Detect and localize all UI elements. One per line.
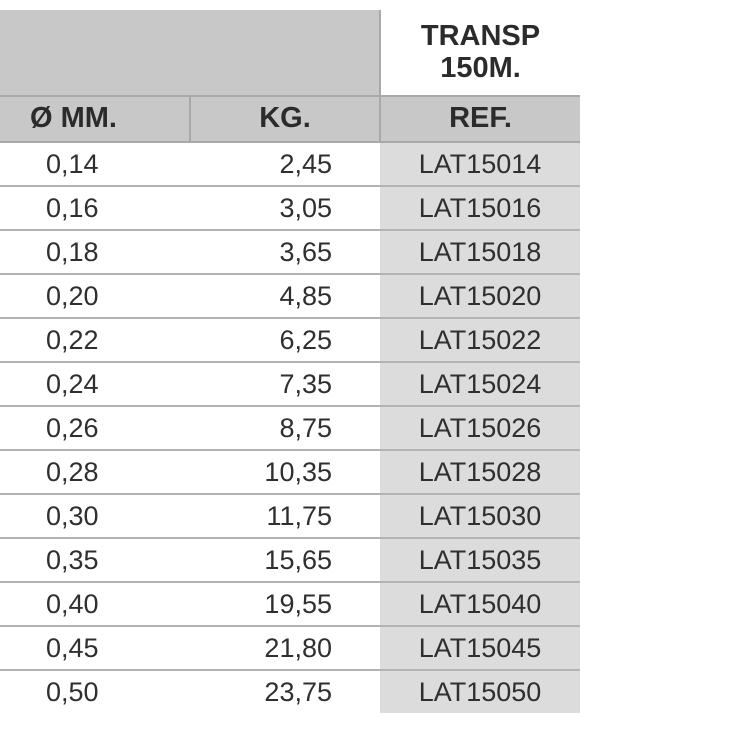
cell-ref: LAT15040	[380, 582, 580, 626]
cell-ref: LAT15035	[380, 538, 580, 582]
cell-ref: LAT15026	[380, 406, 580, 450]
cell-mm: 0,18	[0, 230, 190, 274]
cell-ref: LAT15016	[380, 186, 580, 230]
cell-kg: 21,80	[190, 626, 380, 670]
header-transp-line2: 150M.	[440, 52, 521, 84]
cell-mm: 0,40	[0, 582, 190, 626]
cell-kg: 3,05	[190, 186, 380, 230]
cell-mm: 0,22	[0, 318, 190, 362]
header-transp: TRANSP 150M.	[380, 10, 580, 96]
cell-mm: 0,45	[0, 626, 190, 670]
cell-kg: 3,65	[190, 230, 380, 274]
cell-ref: LAT15020	[380, 274, 580, 318]
table-row: 0,35 15,65 LAT15035	[0, 538, 580, 582]
cell-ref: LAT15050	[380, 670, 580, 713]
table-row: 0,50 23,75 LAT15050	[0, 670, 580, 713]
header-transp-line1: TRANSP	[421, 20, 540, 52]
table-row: 0,26 8,75 LAT15026	[0, 406, 580, 450]
header-row-2: Ø MM. KG. REF.	[0, 96, 580, 142]
cell-kg: 4,85	[190, 274, 380, 318]
cell-mm: 0,35	[0, 538, 190, 582]
cell-mm: 0,14	[0, 142, 190, 186]
cell-kg: 15,65	[190, 538, 380, 582]
table-row: 0,18 3,65 LAT15018	[0, 230, 580, 274]
header-ref: REF.	[380, 96, 580, 142]
cell-kg: 11,75	[190, 494, 380, 538]
cell-mm: 0,50	[0, 670, 190, 713]
cell-kg: 8,75	[190, 406, 380, 450]
header-kg: KG.	[190, 96, 380, 142]
cell-mm: 0,16	[0, 186, 190, 230]
table-row: 0,45 21,80 LAT15045	[0, 626, 580, 670]
table-row: 0,14 2,45 LAT15014	[0, 142, 580, 186]
header-blank	[0, 10, 380, 96]
page: { "table": { "type": "table", "backgroun…	[0, 0, 750, 750]
table-row: 0,24 7,35 LAT15024	[0, 362, 580, 406]
cell-ref: LAT15018	[380, 230, 580, 274]
cell-mm: 0,28	[0, 450, 190, 494]
table-row: 0,40 19,55 LAT15040	[0, 582, 580, 626]
table-row: 0,20 4,85 LAT15020	[0, 274, 580, 318]
cell-ref: LAT15045	[380, 626, 580, 670]
spec-table: TRANSP 150M. Ø MM. KG. REF. 0,14 2,45 LA…	[0, 10, 580, 713]
table-row: 0,22 6,25 LAT15022	[0, 318, 580, 362]
cell-kg: 2,45	[190, 142, 380, 186]
cell-mm: 0,24	[0, 362, 190, 406]
cell-mm: 0,26	[0, 406, 190, 450]
cell-kg: 7,35	[190, 362, 380, 406]
header-mm: Ø MM.	[0, 96, 190, 142]
cell-kg: 10,35	[190, 450, 380, 494]
cell-ref: LAT15024	[380, 362, 580, 406]
cell-ref: LAT15022	[380, 318, 580, 362]
cell-kg: 23,75	[190, 670, 380, 713]
cell-ref: LAT15014	[380, 142, 580, 186]
cell-mm: 0,30	[0, 494, 190, 538]
table-row: 0,16 3,05 LAT15016	[0, 186, 580, 230]
table-body: 0,14 2,45 LAT15014 0,16 3,05 LAT15016 0,…	[0, 142, 580, 713]
cell-kg: 6,25	[190, 318, 380, 362]
cell-mm: 0,20	[0, 274, 190, 318]
header-row-1: TRANSP 150M.	[0, 10, 580, 96]
cell-ref: LAT15030	[380, 494, 580, 538]
table-row: 0,28 10,35 LAT15028	[0, 450, 580, 494]
cell-kg: 19,55	[190, 582, 380, 626]
cell-ref: LAT15028	[380, 450, 580, 494]
table-row: 0,30 11,75 LAT15030	[0, 494, 580, 538]
